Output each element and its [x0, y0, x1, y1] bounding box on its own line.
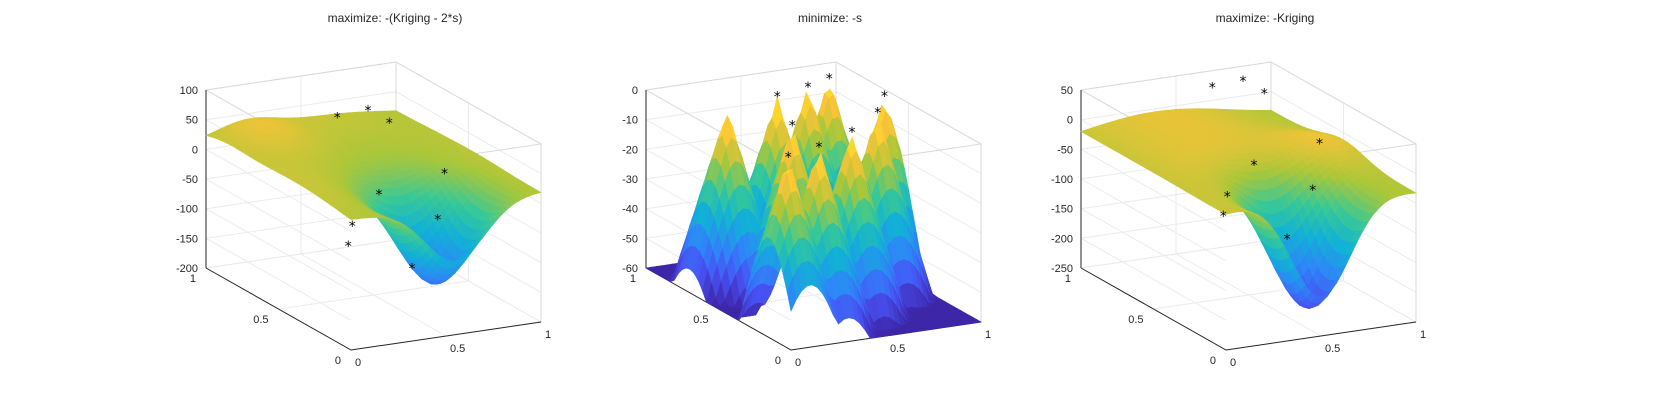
sample-point-marker: * [441, 166, 448, 182]
z-tick-label: -10 [622, 115, 638, 127]
z-tick-label: -250 [1051, 263, 1073, 275]
sample-point-marker: * [434, 213, 441, 229]
z-tick-label: 0 [632, 85, 638, 97]
xy-axis-line [1080, 267, 1417, 351]
sample-markers-2: ** ******* [774, 72, 888, 166]
z-tick-label: -200 [176, 263, 198, 275]
y-tick-label: 0 [775, 355, 781, 367]
y-tick-label: 0.5 [1128, 314, 1143, 326]
sample-point-marker: * [1261, 86, 1268, 102]
sample-point-marker: * [1309, 183, 1316, 199]
sample-point-marker: * [816, 140, 823, 156]
z-tick-label: -20 [622, 144, 638, 156]
z-tick-label: -30 [622, 174, 638, 186]
plot-title-3: maximize: -Kriging [1216, 11, 1315, 25]
x-tick-label: 0 [795, 357, 801, 369]
sample-point-marker: * [386, 116, 393, 132]
sample-point-marker: * [785, 150, 792, 166]
plot-title-1: maximize: -(Kriging - 2*s) [328, 11, 463, 25]
y-tick-label: 0 [1210, 355, 1216, 367]
sample-point-marker: * [365, 104, 372, 120]
surface-1 [205, 110, 542, 285]
x-tick-label: 1 [1420, 329, 1426, 341]
z-tick-label: -40 [622, 204, 638, 216]
y-tick-label: 1 [1065, 273, 1071, 285]
sample-point-marker: * [1284, 232, 1291, 248]
x-tick-label: 0 [1230, 357, 1236, 369]
sample-point-marker: * [774, 90, 781, 106]
sample-point-marker: * [1224, 190, 1231, 206]
surface-3 [1080, 108, 1417, 309]
surface-2 [645, 88, 982, 339]
z-tick-label: -150 [1051, 204, 1073, 216]
x-tick-label: 1 [985, 329, 991, 341]
sample-point-marker: * [1251, 158, 1258, 174]
y-tick-label: 1 [630, 273, 636, 285]
x-tick-label: 0.5 [450, 343, 465, 355]
z-tick-label: 50 [1061, 85, 1073, 97]
sample-markers-1: * * * * * * * * * [334, 104, 448, 278]
plot-title-2: minimize: -s [798, 11, 862, 25]
sample-point-marker: * [409, 261, 416, 277]
sample-point-marker: * [881, 89, 888, 105]
sample-point-marker: * [345, 239, 352, 255]
sample-point-marker: * [1240, 74, 1247, 90]
z-tick-label: 50 [186, 115, 198, 127]
x-tick-label: 0 [355, 357, 361, 369]
sample-point-marker: * [874, 106, 881, 122]
y-tick-label: 0.5 [253, 314, 268, 326]
sample-point-marker: * [826, 72, 833, 88]
x-tick-label: 0.5 [1325, 343, 1340, 355]
z-tick-label: -50 [622, 233, 638, 245]
z-tick-label: -100 [176, 204, 198, 216]
sample-point-marker: * [1316, 137, 1323, 153]
z-tick-label: -60 [622, 263, 638, 275]
x-tick-label: 0.5 [890, 343, 905, 355]
sample-point-marker: * [1209, 81, 1216, 97]
sample-point-marker: * [349, 219, 356, 235]
sample-point-marker: * [376, 188, 383, 204]
sample-point-marker: * [789, 118, 796, 134]
sample-point-marker: * [849, 125, 856, 141]
xy-axis-line [205, 267, 542, 351]
z-tick-label: 0 [192, 144, 198, 156]
sample-markers-3: * * * * * * * * * [1209, 74, 1323, 248]
z-tick-label: 100 [180, 85, 198, 97]
x-tick-label: 1 [545, 329, 551, 341]
sample-point-marker: * [805, 80, 812, 96]
y-tick-label: 1 [190, 273, 196, 285]
sample-point-marker: * [1220, 209, 1227, 225]
z-tick-label: -50 [182, 174, 198, 186]
z-tick-label: -100 [1051, 174, 1073, 186]
y-tick-label: 0 [335, 355, 341, 367]
sample-point-marker: * [334, 110, 341, 126]
z-tick-label: -50 [1057, 144, 1073, 156]
z-tick-label: 0 [1067, 115, 1073, 127]
y-tick-label: 0.5 [693, 314, 708, 326]
z-tick-label: -200 [1051, 233, 1073, 245]
z-tick-label: -150 [176, 233, 198, 245]
